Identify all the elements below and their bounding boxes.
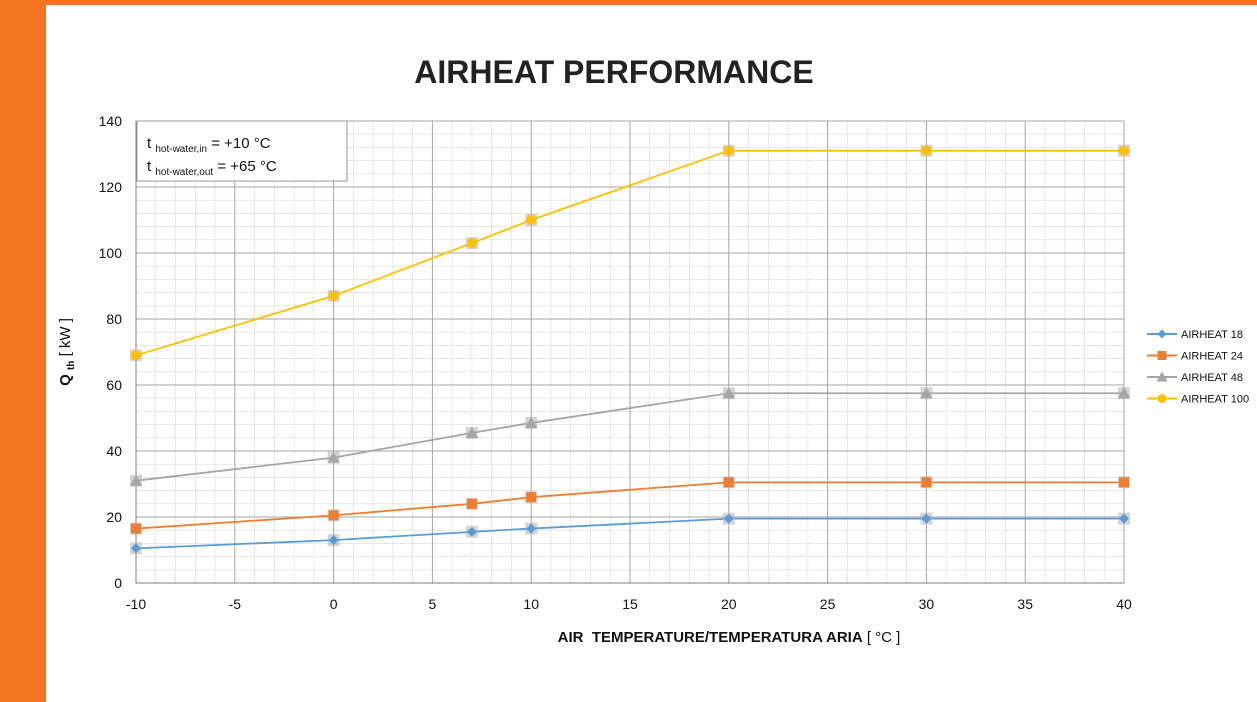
y-axis-label-main: Q (57, 374, 74, 386)
x-tick-label: 5 (429, 596, 437, 612)
x-tick-label: 35 (1017, 596, 1033, 612)
x-tick-label: 25 (820, 596, 836, 612)
x-tick-label: 0 (330, 596, 338, 612)
chart-title: AIRHEAT PERFORMANCE (414, 54, 813, 90)
series-4-point (1119, 145, 1129, 156)
series-3-point (1118, 387, 1130, 399)
series-1-point (328, 535, 339, 546)
x-tick-label: 20 (721, 596, 737, 612)
x-tick-label: 15 (622, 596, 638, 612)
series-layer (130, 144, 1130, 555)
y-axis-label-unit: [ kW ] (57, 318, 74, 356)
series-2-point (1119, 477, 1129, 488)
tick-labels: -10 -5 0 5 10 15 20 25 30 35 40 0 20 40 60 80 100 120 140 (99, 113, 1132, 612)
x-tick-label: 30 (919, 596, 935, 612)
annotation-1-t: t (147, 135, 152, 152)
accent-bar-left (0, 0, 46, 702)
annotation-box (136, 120, 348, 182)
legend-marker (1157, 329, 1167, 339)
annotation-2-sub: hot-water,out (155, 167, 213, 178)
legend-marker (1156, 371, 1168, 382)
conditions-annotation: t hot-water,in = +10 °C t hot-water,out … (136, 120, 348, 182)
series-1-point (921, 513, 932, 524)
series-4-point (466, 238, 477, 249)
y-tick-label: 100 (99, 245, 123, 261)
y-tick-label: 40 (106, 443, 122, 459)
x-tick-label: 10 (523, 596, 539, 612)
legend-label: AIRHEAT 48 (1181, 372, 1243, 384)
x-axis-label-unit: [ °C ] (867, 629, 901, 646)
series-4-point (131, 350, 141, 361)
series-4-point (328, 290, 339, 301)
x-tick-label: 40 (1116, 596, 1132, 612)
y-tick-label: 120 (99, 179, 123, 195)
y-tick-label: 0 (114, 575, 122, 591)
y-tick-label: 20 (106, 509, 122, 525)
legend-label: AIRHEAT 24 (1181, 351, 1243, 363)
x-axis-label-bold: AIR TEMPERATURE/TEMPERATURA ARIA (558, 629, 863, 646)
series-1-point (723, 513, 734, 524)
y-axis-label-sub: th (66, 361, 77, 370)
y-tick-label: 140 (99, 113, 123, 129)
series-4-point (526, 215, 537, 225)
legend-marker (1157, 394, 1167, 403)
series-2-point (466, 498, 477, 509)
legend-label: AIRHEAT 100 (1181, 394, 1249, 406)
y-axis-label: Q th [ kW ] (57, 318, 78, 386)
legend-marker (1157, 351, 1167, 360)
annotation-1-rest: = +10 °C (211, 135, 271, 152)
series-3-point (722, 387, 735, 399)
series-2-point (723, 477, 734, 488)
series-2-point (921, 477, 932, 488)
y-tick-label: 60 (106, 377, 122, 393)
series-4-point (921, 145, 932, 156)
series-3-point (327, 451, 340, 463)
x-tick-label: -5 (229, 596, 242, 612)
series-2-point (526, 492, 537, 503)
series-3-point (525, 416, 538, 428)
series-2-point (131, 523, 141, 534)
annotation-1-sub: hot-water,in (155, 144, 207, 155)
series-2-point (328, 510, 339, 521)
series-3-point (920, 387, 933, 399)
annotation-2-rest: = +65 °C (217, 158, 277, 175)
series-3-point (130, 474, 142, 486)
x-axis-label: AIR TEMPERATURE/TEMPERATURA ARIA [ °C ] (558, 629, 901, 646)
series-1-point (526, 523, 537, 534)
series-4-point (723, 145, 734, 156)
series-1-point (1119, 513, 1129, 524)
x-tick-label: -10 (126, 596, 146, 612)
major-grid (135, 120, 1125, 584)
annotation-line-2: t hot-water,out = +65 °C (147, 158, 277, 179)
series-1-point (131, 543, 141, 554)
series-3-point (465, 426, 478, 438)
series-1-point (466, 526, 477, 537)
accent-bar-top (0, 0, 1257, 5)
legend: AIRHEAT 18 AIRHEAT 24 AIRHEAT 48 AIRHEAT 10… (1147, 329, 1249, 406)
annotation-line-1: t hot-water,in = +10 °C (147, 135, 271, 156)
legend-label: AIRHEAT 18 (1181, 329, 1243, 341)
annotation-2-t: t (147, 158, 152, 175)
y-tick-label: 80 (106, 311, 122, 327)
